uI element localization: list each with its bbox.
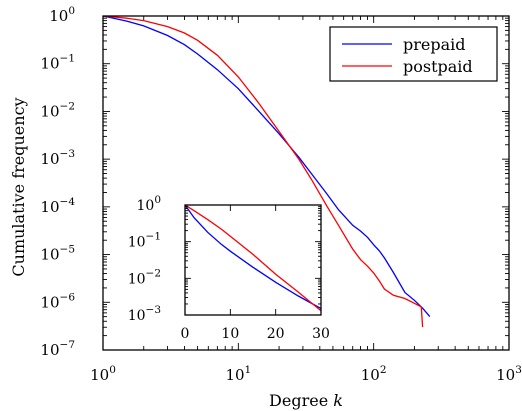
inset-plot-frame	[184, 204, 322, 316]
inset-x-tick-label: 10	[221, 326, 239, 342]
x-axis-label-variable: k	[333, 391, 343, 410]
y-tick-label: 10−1	[40, 53, 75, 73]
inset-y-tick-label: 100	[136, 194, 161, 214]
inset-chart: 0 10 20 30 100 10−1 10−2 10−3	[128, 194, 330, 342]
y-tick-label: 10−6	[40, 291, 75, 311]
main-chart: 100 101 102 10310010−110−210−310−410−510−61…	[40, 5, 521, 384]
inset-background	[185, 205, 321, 315]
x-tick-label: 103	[496, 364, 522, 384]
legend-label-postpaid: postpaid	[403, 57, 473, 76]
x-tick-label: 101	[225, 364, 251, 384]
x-axis-label: Degree k	[269, 391, 343, 410]
inset-x-tick-label: 20	[267, 326, 285, 342]
y-tick-label: 10−7	[40, 339, 75, 359]
plot-frame	[102, 15, 510, 351]
inset-series-line-series-2	[185, 205, 321, 312]
y-tick-label: 10−5	[40, 244, 75, 264]
inset-y-tick-label: 10−1	[128, 231, 161, 251]
series-line-prepaid	[103, 16, 431, 318]
y-tick-label: 10−2	[40, 100, 75, 120]
y-tick-label: 10−4	[40, 196, 75, 216]
x-tick-label: 102	[361, 364, 387, 384]
legend: prepaid postpaid	[329, 26, 498, 82]
inset-y-tick-label: 10−2	[128, 267, 161, 287]
x-axis-label-text: Degree	[269, 391, 328, 410]
inset-x-tick-label: 0	[181, 326, 190, 342]
y-tick-label: 10−3	[40, 148, 75, 168]
inset-x-tick-label: 30	[312, 326, 330, 342]
y-axis-label: Cumulative frequency	[9, 97, 28, 276]
series-line-postpaid	[103, 16, 424, 328]
y-tick-label: 100	[49, 5, 75, 25]
legend-label-prepaid: prepaid	[403, 35, 466, 54]
inset-series-line-series-1	[185, 205, 321, 310]
legend-box	[329, 26, 498, 82]
inset-y-tick-label: 10−3	[128, 304, 161, 324]
x-tick-label: 100	[90, 364, 116, 384]
